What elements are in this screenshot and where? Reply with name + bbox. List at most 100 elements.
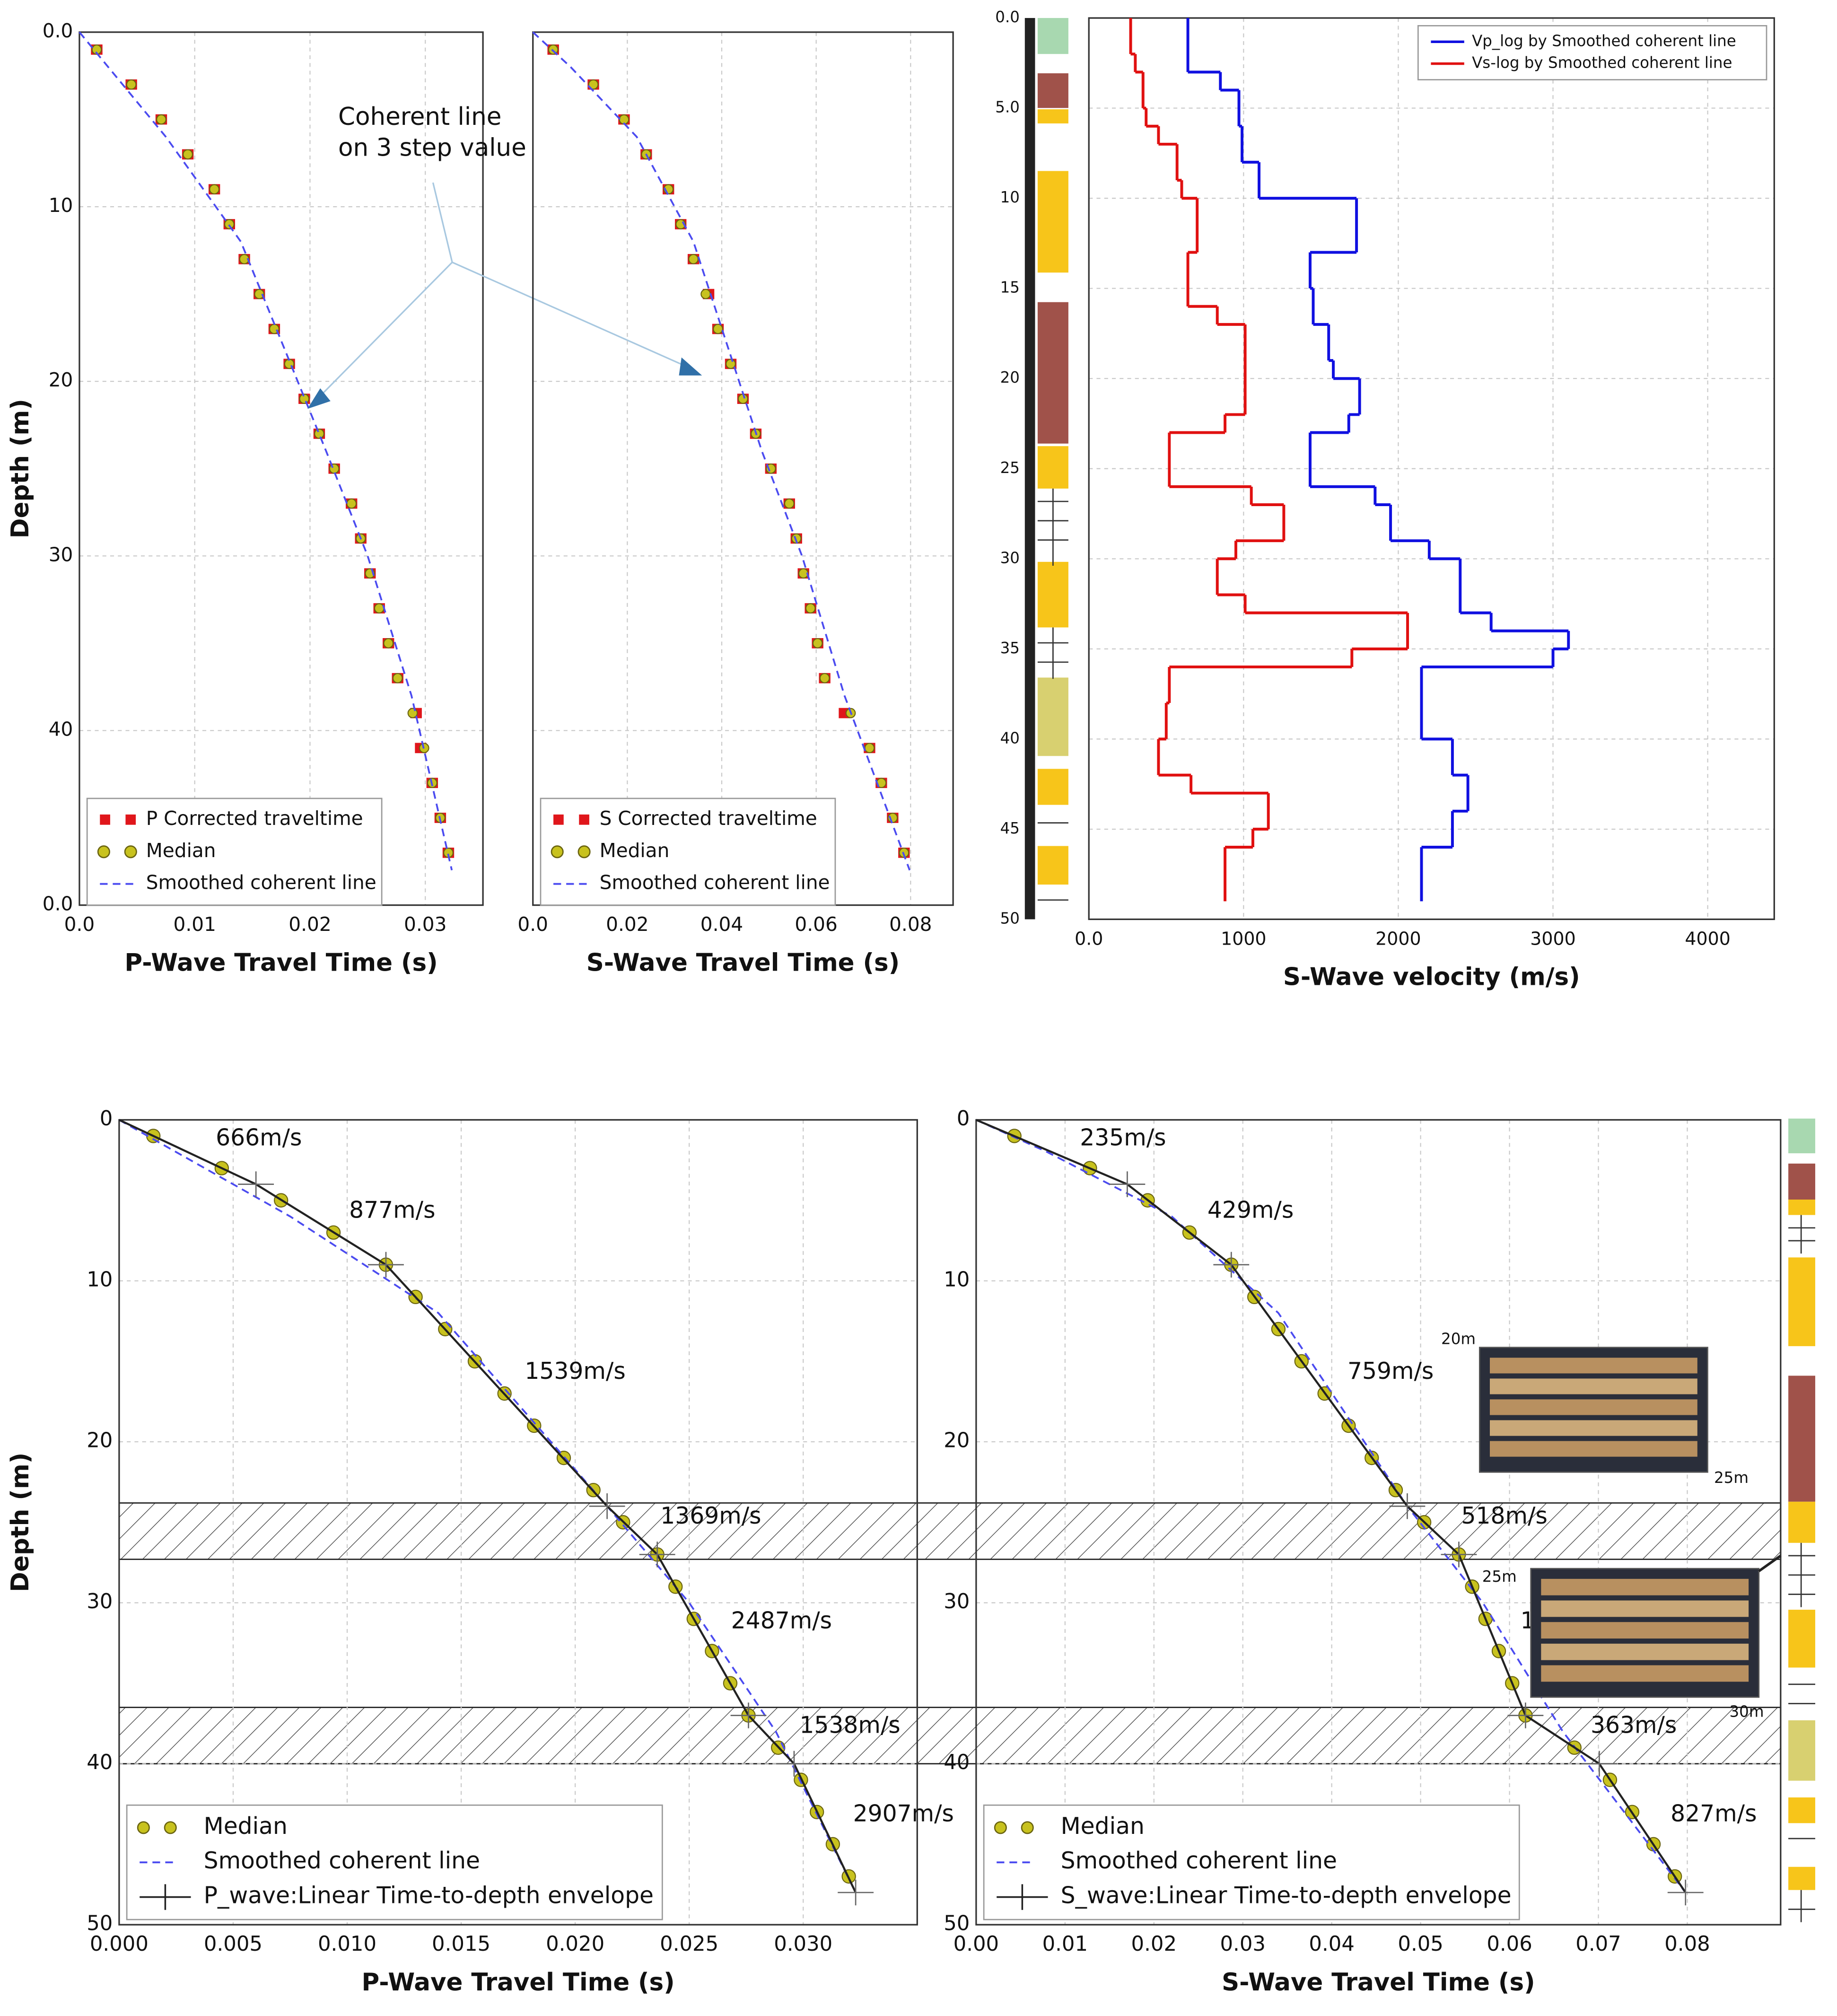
velocity-label: 759m/s (1347, 1358, 1434, 1385)
x-tick-label: 0.02 (606, 913, 648, 936)
x-axis-label: S-Wave Travel Time (s) (1222, 1968, 1535, 1997)
legend-label: Smoothed coherent line (600, 871, 830, 894)
envelope-cross (639, 1542, 675, 1568)
velocity-label: 827m/s (1671, 1800, 1757, 1827)
core-row (1489, 1399, 1697, 1415)
envelope-cross (730, 1702, 767, 1728)
velocity-label: 429m/s (1207, 1196, 1294, 1223)
x-tick-label: 0.01 (173, 913, 216, 936)
y-tick-label: 10 (87, 1268, 113, 1291)
data-point (224, 219, 235, 229)
legend-key (125, 814, 136, 825)
data-point (812, 638, 823, 649)
data-point (588, 79, 599, 90)
legend-label: Vp_log by Smoothed coherent line (1472, 32, 1736, 50)
x-tick-label: 0.0 (1075, 928, 1103, 949)
legend-label: S_wave:Linear Time-to-depth envelope (1061, 1882, 1512, 1909)
lithology-column-bottom (1788, 1118, 1815, 1922)
x-tick-label: 0.07 (1575, 1932, 1621, 1956)
y-tick-label: 50 (1000, 909, 1020, 927)
y-axis-label: Depth (m) (6, 1453, 35, 1592)
velocity-label: 1369m/s (660, 1502, 761, 1529)
photo-depth-label: 25m (1482, 1568, 1517, 1586)
x-tick-label: 0.015 (432, 1932, 490, 1956)
velocity-label: 877m/s (349, 1196, 435, 1223)
core-row (1489, 1378, 1697, 1394)
data-point (126, 79, 137, 90)
annotation: on 3 step value (338, 133, 526, 162)
y-tick-label: 0 (100, 1107, 113, 1131)
x-tick-label: 3000 (1530, 928, 1575, 949)
data-point (713, 324, 723, 334)
velocity-label: 518m/s (1461, 1502, 1548, 1529)
y-tick-label: 20 (87, 1429, 113, 1453)
legend-label: Smoothed coherent line (204, 1847, 480, 1874)
data-point (156, 114, 166, 125)
y-tick-label: 40 (1000, 729, 1020, 747)
chart: 0.00 0.01 0.02 0.03 0.04 0.05 0.06 0.07 0.08 0 10 2… (944, 1107, 1782, 1997)
envelope-cross (1109, 1171, 1146, 1197)
photo-depth-label: 20m (1441, 1330, 1476, 1348)
data-point (183, 149, 193, 160)
legend-label: Median (146, 839, 216, 862)
x-tick-label: 1000 (1221, 928, 1266, 949)
data-point (819, 673, 830, 684)
legend-label: Median (204, 1813, 288, 1840)
hatched-zone (975, 1502, 1782, 1560)
y-tick-label: 30 (1000, 549, 1020, 567)
velocity-label: 1538m/s (799, 1711, 900, 1738)
envelope-cross (1389, 1493, 1426, 1519)
data-point (383, 638, 394, 649)
legend-label: Smoothed coherent line (146, 871, 376, 894)
core-row (1489, 1358, 1697, 1374)
x-tick-label: 2000 (1375, 928, 1421, 949)
legend-label: P Corrected traveltime (146, 807, 363, 830)
legend-label: P_wave:Linear Time-to-depth envelope (204, 1882, 654, 1909)
data-point (784, 498, 795, 509)
x-tick-label: 0.02 (289, 913, 331, 936)
x-tick-label: 0.02 (1131, 1932, 1177, 1956)
y-tick-label: 50 (87, 1911, 113, 1935)
y-tick-label: 20 (944, 1429, 970, 1453)
velocity-label: 1539m/s (525, 1358, 625, 1385)
x-tick-label: 0.0 (517, 913, 548, 936)
core-row (1541, 1600, 1749, 1617)
x-tick-label: 0.01 (1042, 1932, 1088, 1956)
smoothed-line (976, 1119, 1687, 1893)
photo-pointer (1758, 1554, 1782, 1572)
velocity-label: 2487m/s (731, 1607, 832, 1634)
legend-key (124, 845, 137, 859)
legend-key (579, 814, 589, 825)
x-axis-label: S-Wave velocity (m/s) (1283, 963, 1580, 991)
x-tick-label: 0.05 (1398, 1932, 1443, 1956)
x-tick-label: 0.06 (795, 913, 837, 936)
envelope-cross (368, 1252, 404, 1278)
x-tick-label: 0.04 (700, 913, 743, 936)
data-point (254, 289, 265, 299)
chart: 0.0 1000 2000 3000 4000 0.0 5.0 10 15 20 25 30 35 40 4… (995, 8, 1775, 991)
x-tick-label: 0.025 (660, 1932, 718, 1956)
photo-depth-label: 30m (1729, 1702, 1764, 1720)
y-tick-label: 10 (1000, 188, 1020, 206)
plot-frame (118, 1119, 918, 1926)
y-tick-label: 40 (944, 1751, 970, 1774)
legend-label: Smoothed coherent line (1061, 1847, 1337, 1874)
photo-depth-label: 25m (1714, 1469, 1749, 1487)
envelope-cross (776, 1751, 812, 1777)
y-tick-label: 30 (944, 1590, 970, 1613)
y-tick-label: 35 (1000, 639, 1020, 657)
envelope-cross (1581, 1751, 1618, 1777)
data-point (209, 184, 219, 195)
smoothed-line (532, 31, 911, 871)
legend-box (983, 1804, 1520, 1920)
y-tick-label: 0.0 (43, 19, 73, 42)
y-tick-label: 10 (944, 1268, 970, 1291)
x-axis-label: P-Wave Travel Time (s) (361, 1968, 674, 1997)
data-point (392, 673, 403, 684)
y-tick-label: 45 (1000, 819, 1020, 837)
x-tick-label: 0.010 (318, 1932, 376, 1956)
x-tick-label: 0.08 (889, 913, 932, 936)
legend-key (994, 1821, 1007, 1834)
legend-label: S Corrected traveltime (600, 807, 817, 830)
velocity-label: 363m/s (1591, 1711, 1677, 1738)
